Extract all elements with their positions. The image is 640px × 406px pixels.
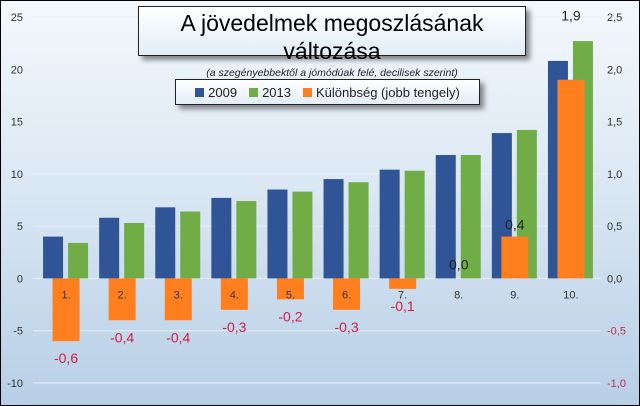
data-label: -0,3 (334, 319, 358, 335)
legend-swatch (195, 87, 205, 97)
right-tick-label: 0,5 (607, 221, 622, 233)
bar-2009 (155, 207, 176, 279)
chart-title: A jövedelmek megoszlásának változása (180, 10, 484, 64)
bar-difference (108, 278, 136, 321)
right-tick-label: 0,0 (607, 273, 622, 285)
legend-label: Különbség (jobb tengely) (316, 84, 460, 100)
category-label: 9. (510, 289, 519, 301)
category-label: 2. (118, 289, 127, 301)
data-label: -0,4 (110, 329, 134, 345)
left-tick-label: 5 (17, 221, 23, 233)
data-label: -0,3 (222, 319, 246, 335)
legend-label: 2009 (208, 84, 238, 100)
category-label: 6. (342, 289, 351, 301)
chart-subtitle: (a szegényebbektől a jómódúak felé, deci… (206, 67, 458, 79)
right-tick-label: -0,5 (607, 326, 626, 338)
bar-2013 (180, 211, 201, 279)
bar-difference (501, 236, 529, 279)
bar-2013 (404, 170, 425, 279)
data-label: -0,6 (54, 350, 78, 366)
legend-swatch (249, 87, 259, 97)
data-label: -0,4 (166, 329, 190, 345)
bar-2009 (435, 155, 456, 279)
bar-difference (557, 79, 585, 279)
right-tick-label: 2,0 (607, 64, 622, 76)
legend-item-2009: 2009 (195, 85, 237, 100)
category-label: 1. (61, 289, 70, 301)
left-tick-label: 15 (11, 117, 23, 129)
right-tick-label: -1,0 (607, 378, 626, 390)
data-label: -0,2 (278, 308, 302, 324)
data-label: 0,0 (449, 256, 469, 272)
legend-item-2013: 2013 (249, 85, 291, 100)
category-label: 4. (230, 289, 239, 301)
title-box: A jövedelmek megoszlásának változása (a … (138, 6, 526, 79)
data-label: -0,1 (391, 298, 415, 314)
bar-difference (220, 278, 248, 310)
legend-item-difference: Különbség (jobb tengely) (303, 85, 460, 100)
bar-2009 (99, 217, 120, 279)
category-label: 3. (174, 289, 183, 301)
left-tick-label: 0 (17, 273, 23, 285)
left-tick-label: 25 (11, 12, 23, 24)
legend: 2009 2013 Különbség (jobb tengely) (175, 79, 480, 105)
right-tick-label: 2,5 (607, 12, 622, 24)
bar-difference (333, 278, 361, 310)
bar-2009 (267, 189, 288, 279)
category-label: 10. (563, 289, 578, 301)
legend-label: 2013 (262, 84, 291, 100)
left-tick-label: -5 (13, 326, 23, 338)
left-tick-label: -10 (7, 378, 23, 390)
bar-2009 (211, 197, 232, 279)
right-tick-label: 1,0 (607, 169, 622, 181)
category-label: 8. (454, 289, 463, 301)
left-tick-label: 10 (11, 169, 23, 181)
category-label: 5. (286, 289, 295, 301)
bar-2013 (292, 191, 313, 279)
bar-2013 (348, 182, 369, 279)
bar-difference (52, 278, 80, 342)
bar-2009 (323, 179, 344, 279)
legend-swatch (303, 87, 312, 97)
bar-difference (164, 278, 192, 321)
bar-2013 (68, 242, 89, 279)
bar-difference (276, 278, 304, 300)
bar-difference (389, 278, 417, 289)
data-label: 0,4 (505, 217, 525, 233)
data-label: 1,9 (561, 8, 581, 24)
bar-2009 (43, 236, 64, 279)
left-tick-label: 20 (11, 64, 23, 76)
right-tick-label: 1,5 (607, 117, 622, 129)
bar-2009 (379, 169, 400, 279)
bar-2013 (460, 155, 481, 279)
bar-2013 (124, 223, 145, 279)
category-label: 7. (398, 289, 407, 301)
bar-2013 (236, 201, 257, 279)
